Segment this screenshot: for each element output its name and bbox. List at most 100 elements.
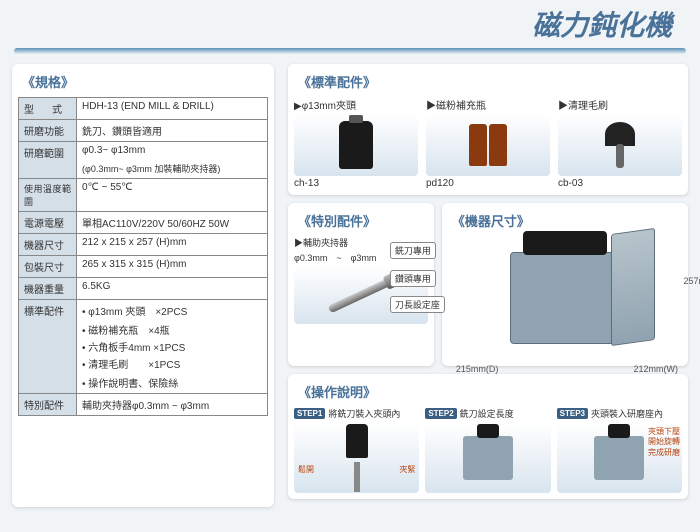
step-text: 將銑刀裝入夾頭內	[328, 407, 400, 420]
table-row: 研磨範圍φ0.3~ φ13mm	[19, 142, 268, 160]
step-text: 銑刀設定長度	[460, 407, 514, 420]
accessories-row: ▶φ13mm夾頭 ch-13 ▶磁粉補充瓶 pd120 ▶清理毛刷 cb-03	[294, 97, 682, 189]
powder-image	[426, 114, 550, 176]
spec-label: 研磨範圍	[19, 142, 77, 179]
dim-width: 212mm(W)	[634, 364, 679, 374]
spec-value: • φ13mm 夾頭 ×2PCS	[77, 300, 268, 322]
spec-value: φ0.3~ φ13mm	[77, 142, 268, 160]
table-row: 型 式HDH-13 (END MILL & DRILL)	[19, 98, 268, 120]
spec-label: 電源電壓	[19, 212, 77, 234]
machine-diagram: 銑刀專用 鑽頭專用 刀長設定座 257mm(H) 215mm(D) 212mm(…	[448, 236, 682, 360]
callout-length: 刀長設定座	[390, 296, 445, 313]
step-label-row: STEP3夾頭裝入研磨座內	[557, 407, 682, 420]
steps-heading: 《操作說明》	[298, 382, 682, 401]
size-heading: 《機器尺寸》	[452, 211, 682, 230]
step-num: STEP3	[557, 408, 588, 419]
step3-notes: 夾頭下壓 開始旋轉 完成研磨	[648, 427, 680, 458]
note-rotate: 開始旋轉	[648, 437, 680, 447]
callout-mill: 銑刀專用	[390, 242, 436, 259]
chuck-image	[294, 114, 418, 176]
step-card: STEP1將銑刀裝入夾頭內 鬆開 夾緊	[294, 407, 419, 493]
table-row: 機器尺寸212 x 215 x 257 (H)mm	[19, 234, 268, 256]
spec-value: • 操作說明書、保險絲	[77, 372, 268, 394]
accessories-panel: 《標準配件》 ▶φ13mm夾頭 ch-13 ▶磁粉補充瓶 pd120 ▶清理毛刷	[288, 64, 688, 195]
accessory-card: ▶清理毛刷 cb-03	[558, 97, 682, 189]
accessory-label: ▶φ13mm夾頭	[294, 97, 418, 112]
bottle-icon	[489, 124, 507, 166]
table-row: 標準配件• φ13mm 夾頭 ×2PCS	[19, 300, 268, 322]
mini-machine-icon	[594, 436, 644, 480]
spec-label: 型 式	[19, 98, 77, 120]
chuck-assembly-icon	[346, 424, 368, 492]
accessory-code: ch-13	[294, 178, 418, 189]
table-row: 電源電壓單相AC110V/220V 50/60HZ 50W	[19, 212, 268, 234]
spec-value: • 磁粉補充瓶 ×4瓶	[77, 321, 268, 338]
step-card: STEP2 銑刀設定長度	[425, 407, 550, 493]
step1-image: 鬆開 夾緊	[294, 423, 419, 493]
arrow-loosen: 鬆開	[298, 464, 314, 475]
spec-value: 銑刀、鑽頭皆適用	[77, 120, 268, 142]
spec-sub: (φ0.3mm~ φ3mm 加裝輔助夾持器)	[77, 159, 268, 179]
accessory-card: ▶φ13mm夾頭 ch-13	[294, 97, 418, 189]
step2-image	[425, 423, 550, 493]
collet-icon	[327, 277, 394, 314]
spec-value: 212 x 215 x 257 (H)mm	[77, 234, 268, 256]
table-row: 特別配件輔助夾持器φ0.3mm ~ φ3mm	[19, 394, 268, 416]
step-num: STEP2	[425, 408, 456, 419]
callout-drill: 鑽頭專用	[390, 270, 436, 287]
spec-value: HDH-13 (END MILL & DRILL)	[77, 98, 268, 120]
right-column: 《標準配件》 ▶φ13mm夾頭 ch-13 ▶磁粉補充瓶 pd120 ▶清理毛刷	[288, 64, 688, 507]
spec-value: 0℃ ~ 55℃	[77, 179, 268, 212]
step-text: 夾頭裝入研磨座內	[591, 407, 663, 420]
accessory-code: cb-03	[558, 178, 682, 189]
accessories-heading: 《標準配件》	[298, 72, 682, 91]
spec-label: 包裝尺寸	[19, 256, 77, 278]
main-area: 《規格》 型 式HDH-13 (END MILL & DRILL) 研磨功能銑刀…	[0, 54, 700, 517]
spec-value: 6.5KG	[77, 278, 268, 300]
step-num: STEP1	[294, 408, 325, 419]
step-card: STEP3夾頭裝入研磨座內 夾頭下壓 開始旋轉 完成研磨	[557, 407, 682, 493]
step-label-row: STEP2 銑刀設定長度	[425, 407, 550, 420]
machine-body-icon	[510, 252, 620, 344]
spec-value: 265 x 315 x 315 (H)mm	[77, 256, 268, 278]
step3-image: 夾頭下壓 開始旋轉 完成研磨	[557, 423, 682, 493]
spec-value: 輔助夾持器φ0.3mm ~ φ3mm	[77, 394, 268, 416]
accessory-label: ▶磁粉補充瓶	[426, 97, 550, 112]
brush-icon	[601, 122, 639, 168]
dim-height: 257mm(H)	[683, 276, 700, 286]
spec-panel: 《規格》 型 式HDH-13 (END MILL & DRILL) 研磨功能銑刀…	[12, 64, 274, 507]
note-press: 夾頭下壓	[648, 427, 680, 437]
table-row: 使用溫度範圍0℃ ~ 55℃	[19, 179, 268, 212]
note-done: 完成研磨	[648, 448, 680, 458]
steps-panel: 《操作說明》 STEP1將銑刀裝入夾頭內 鬆開 夾緊 STEP2 銑刀設定長度	[288, 374, 688, 499]
arrow-tighten: 夾緊	[399, 464, 415, 475]
spec-table: 型 式HDH-13 (END MILL & DRILL) 研磨功能銑刀、鑽頭皆適…	[18, 97, 268, 416]
table-row: 機器重量6.5KG	[19, 278, 268, 300]
spec-value: • 六角板手4mm ×1PCS	[77, 338, 268, 355]
spec-value: • 清理毛刷 ×1PCS	[77, 355, 268, 372]
steps-row: STEP1將銑刀裝入夾頭內 鬆開 夾緊 STEP2 銑刀設定長度 STEP3夾頭裝…	[294, 407, 682, 493]
spec-label: 特別配件	[19, 394, 77, 416]
size-panel: 《機器尺寸》 銑刀專用 鑽頭專用 刀長設定座 257mm(H) 215mm(D)…	[442, 203, 688, 366]
accessory-label: ▶清理毛刷	[558, 97, 682, 112]
page-title: 磁力鈍化機	[532, 4, 672, 44]
spec-label: 機器重量	[19, 278, 77, 300]
spec-value: 單相AC110V/220V 50/60HZ 50W	[77, 212, 268, 234]
spec-label: 使用溫度範圍	[19, 179, 77, 212]
mid-row: 《特別配件》 ▶輔助夾持器 φ0.3mm ~ φ3mm 《機器尺寸》 銑刀專用 …	[288, 203, 688, 374]
spec-label: 研磨功能	[19, 120, 77, 142]
title-bar: 磁力鈍化機	[0, 0, 700, 48]
dim-depth: 215mm(D)	[456, 364, 499, 374]
mini-machine-icon	[463, 436, 513, 480]
special-heading: 《特別配件》	[298, 211, 428, 230]
bottle-icon	[469, 124, 487, 166]
spec-heading: 《規格》	[22, 72, 268, 91]
step-label-row: STEP1將銑刀裝入夾頭內	[294, 407, 419, 420]
chuck-icon	[339, 121, 373, 169]
brush-image	[558, 114, 682, 176]
table-row: 研磨功能銑刀、鑽頭皆適用	[19, 120, 268, 142]
accessory-code: pd120	[426, 178, 550, 189]
spec-label: 機器尺寸	[19, 234, 77, 256]
spec-label: 標準配件	[19, 300, 77, 394]
page-root: 磁力鈍化機 《規格》 型 式HDH-13 (END MILL & DRILL) …	[0, 0, 700, 532]
